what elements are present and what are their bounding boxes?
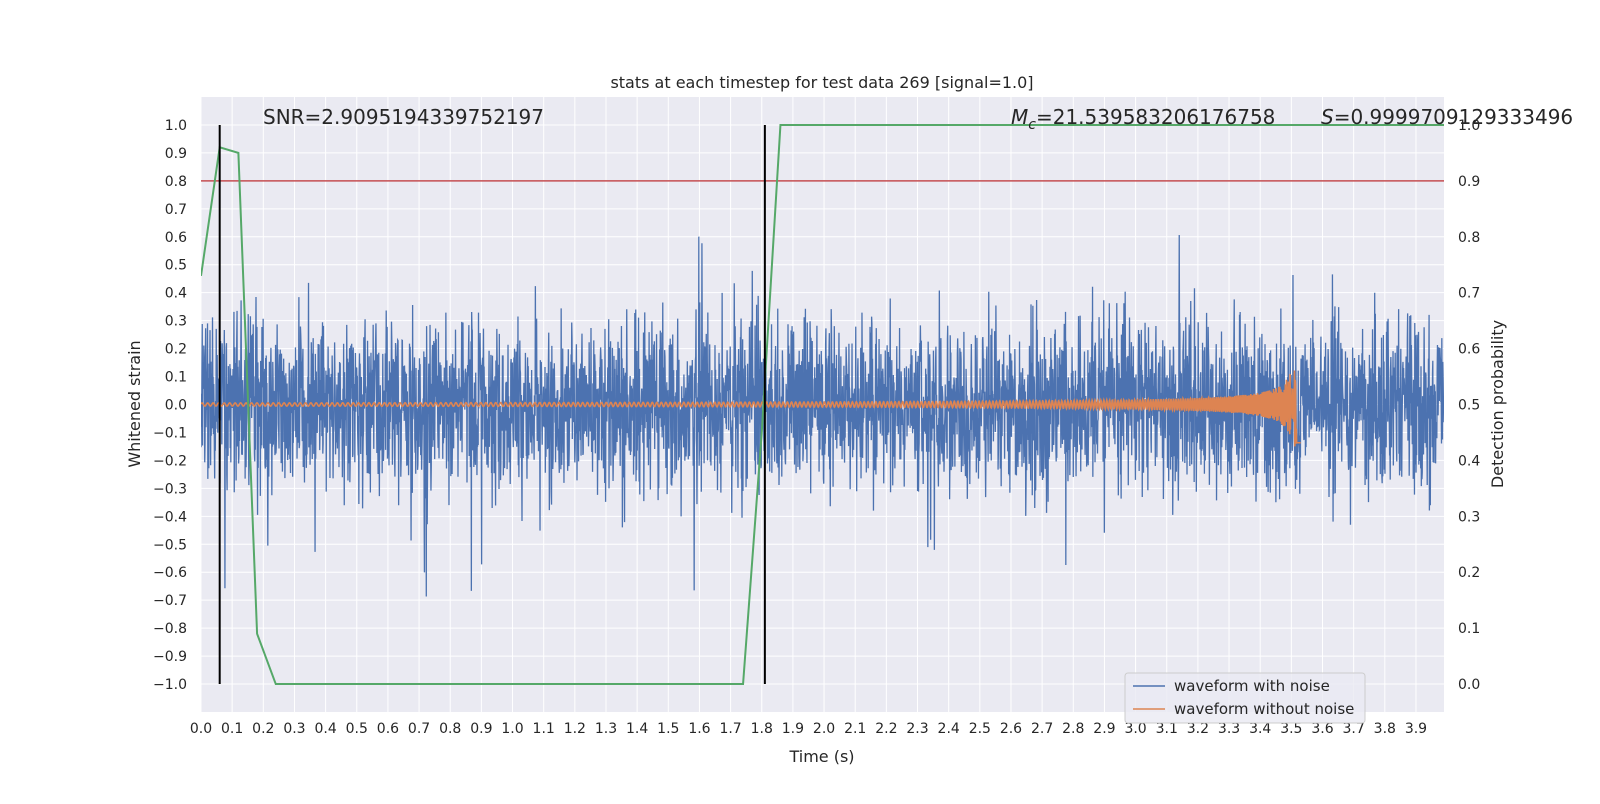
- y-tick-label-right: 1.0: [1458, 118, 1480, 134]
- y-tick-label-left: 0.3: [165, 314, 187, 330]
- legend-label-noise: waveform with noise: [1174, 677, 1330, 695]
- x-tick-label: 0.4: [314, 721, 336, 737]
- x-tick-label: 2.4: [938, 721, 960, 737]
- x-tick-label: 2.9: [1093, 721, 1115, 737]
- y-tick-label-left: −0.5: [153, 537, 187, 553]
- x-axis-label: Time (s): [788, 747, 854, 766]
- x-tick-label: 2.2: [875, 721, 897, 737]
- x-tick-label: 1.6: [688, 721, 710, 737]
- y-tick-label-right: 0.7: [1458, 286, 1480, 302]
- y-tick-label-left: −0.1: [153, 425, 187, 441]
- x-tick-label: 2.0: [813, 721, 835, 737]
- y-axis-label-left: Whitened strain: [125, 340, 144, 467]
- series-waveform-without-noise: [201, 370, 1301, 447]
- y-tick-label-left: 0.7: [165, 202, 187, 218]
- ticks: 0.0 0.1 0.2 0.3 0.4 0.5 0.6 0.7 0.8 0.9 1.0 1.1 1.2 1…: [153, 118, 1480, 737]
- y-tick-label-right: 0.9: [1458, 174, 1480, 190]
- y-tick-label-left: 0.8: [165, 174, 187, 190]
- x-tick-label: 2.5: [969, 721, 991, 737]
- x-tick-label: 3.4: [1249, 721, 1271, 737]
- y-tick-label-left: −1.0: [153, 677, 187, 693]
- legend: waveform with noise waveform without noi…: [1124, 672, 1366, 724]
- x-tick-label: 1.9: [782, 721, 804, 737]
- x-tick-label: 3.0: [1124, 721, 1146, 737]
- snr-annotation: SNR=2.9095194339752197: [263, 105, 544, 129]
- x-tick-label: 3.8: [1374, 721, 1396, 737]
- x-tick-label: 0.0: [190, 721, 212, 737]
- x-tick-label: 0.5: [346, 721, 368, 737]
- x-tick-label: 2.8: [1062, 721, 1084, 737]
- x-tick-label: 3.2: [1187, 721, 1209, 737]
- series-detection-probability: [201, 123, 1444, 686]
- x-tick-label: 1.7: [719, 721, 741, 737]
- x-tick-label: 0.9: [470, 721, 492, 737]
- x-tick-label: 0.3: [283, 721, 305, 737]
- y-tick-label-left: 0.0: [165, 398, 187, 414]
- x-tick-label: 1.4: [626, 721, 648, 737]
- y-tick-label-left: 0.9: [165, 146, 187, 162]
- y-tick-label-right: 0.0: [1458, 677, 1480, 693]
- x-tick-label: 0.7: [408, 721, 430, 737]
- legend-box: [1124, 672, 1366, 724]
- y-axis-label-right: Detection probability: [1488, 320, 1507, 488]
- x-tick-label: 3.9: [1405, 721, 1427, 737]
- x-tick-label: 2.3: [906, 721, 928, 737]
- y-tick-label-right: 0.4: [1458, 453, 1480, 469]
- x-tick-label: 3.1: [1156, 721, 1178, 737]
- s-value: =0.9999709129333496: [1334, 105, 1573, 129]
- plot-area: [201, 123, 1444, 686]
- x-tick-label: 3.7: [1343, 721, 1365, 737]
- y-tick-label-right: 0.8: [1458, 230, 1480, 246]
- x-tick-label: 2.7: [1031, 721, 1053, 737]
- chirp-mass-subscript: c: [1028, 117, 1036, 133]
- y-tick-label-left: −0.7: [153, 593, 187, 609]
- chirp-mass-symbol: M: [1011, 105, 1028, 129]
- x-tick-label: 2.6: [1000, 721, 1022, 737]
- y-tick-label-left: −0.8: [153, 621, 187, 637]
- x-tick-label: 0.6: [377, 721, 399, 737]
- chirp-mass-value: =21.539583206176758: [1036, 105, 1275, 129]
- y-tick-label-left: 0.1: [165, 370, 187, 386]
- chart-title: stats at each timestep for test data 269…: [610, 73, 1033, 92]
- y-tick-label-left: −0.9: [153, 649, 187, 665]
- y-tick-label-left: −0.6: [153, 565, 187, 581]
- x-tick-label: 1.5: [657, 721, 679, 737]
- y-tick-label-left: 1.0: [165, 118, 187, 134]
- s-annotation: S=0.9999709129333496: [1321, 105, 1573, 129]
- x-tick-label: 0.1: [221, 721, 243, 737]
- x-tick-label: 1.3: [595, 721, 617, 737]
- x-tick-label: 0.2: [252, 721, 274, 737]
- x-tick-label: 3.6: [1311, 721, 1333, 737]
- y-tick-label-right: 0.2: [1458, 565, 1480, 581]
- y-tick-label-left: −0.4: [153, 509, 187, 525]
- x-tick-label: 1.8: [751, 721, 773, 737]
- y-tick-label-left: 0.2: [165, 342, 187, 358]
- legend-label-clean: waveform without noise: [1174, 700, 1354, 718]
- y-tick-label-right: 0.1: [1458, 621, 1480, 637]
- y-tick-label-left: 0.4: [165, 286, 187, 302]
- x-tick-label: 2.1: [844, 721, 866, 737]
- y-tick-label-left: 0.5: [165, 258, 187, 274]
- x-tick-label: 3.5: [1280, 721, 1302, 737]
- y-tick-label-left: −0.3: [153, 481, 187, 497]
- series-waveform-with-noise: [201, 235, 1444, 597]
- y-tick-label-right: 0.6: [1458, 342, 1480, 358]
- y-tick-label-right: 0.5: [1458, 398, 1480, 414]
- x-tick-label: 3.3: [1218, 721, 1240, 737]
- y-tick-label-left: −0.2: [153, 453, 187, 469]
- x-tick-label: 0.8: [439, 721, 461, 737]
- x-tick-label: 1.0: [501, 721, 523, 737]
- s-symbol: S: [1321, 105, 1334, 129]
- x-tick-label: 1.1: [533, 721, 555, 737]
- chirp-mass-annotation: Mc=21.539583206176758: [1011, 105, 1275, 133]
- x-tick-label: 1.2: [564, 721, 586, 737]
- y-tick-label-left: 0.6: [165, 230, 187, 246]
- y-tick-label-right: 0.3: [1458, 509, 1480, 525]
